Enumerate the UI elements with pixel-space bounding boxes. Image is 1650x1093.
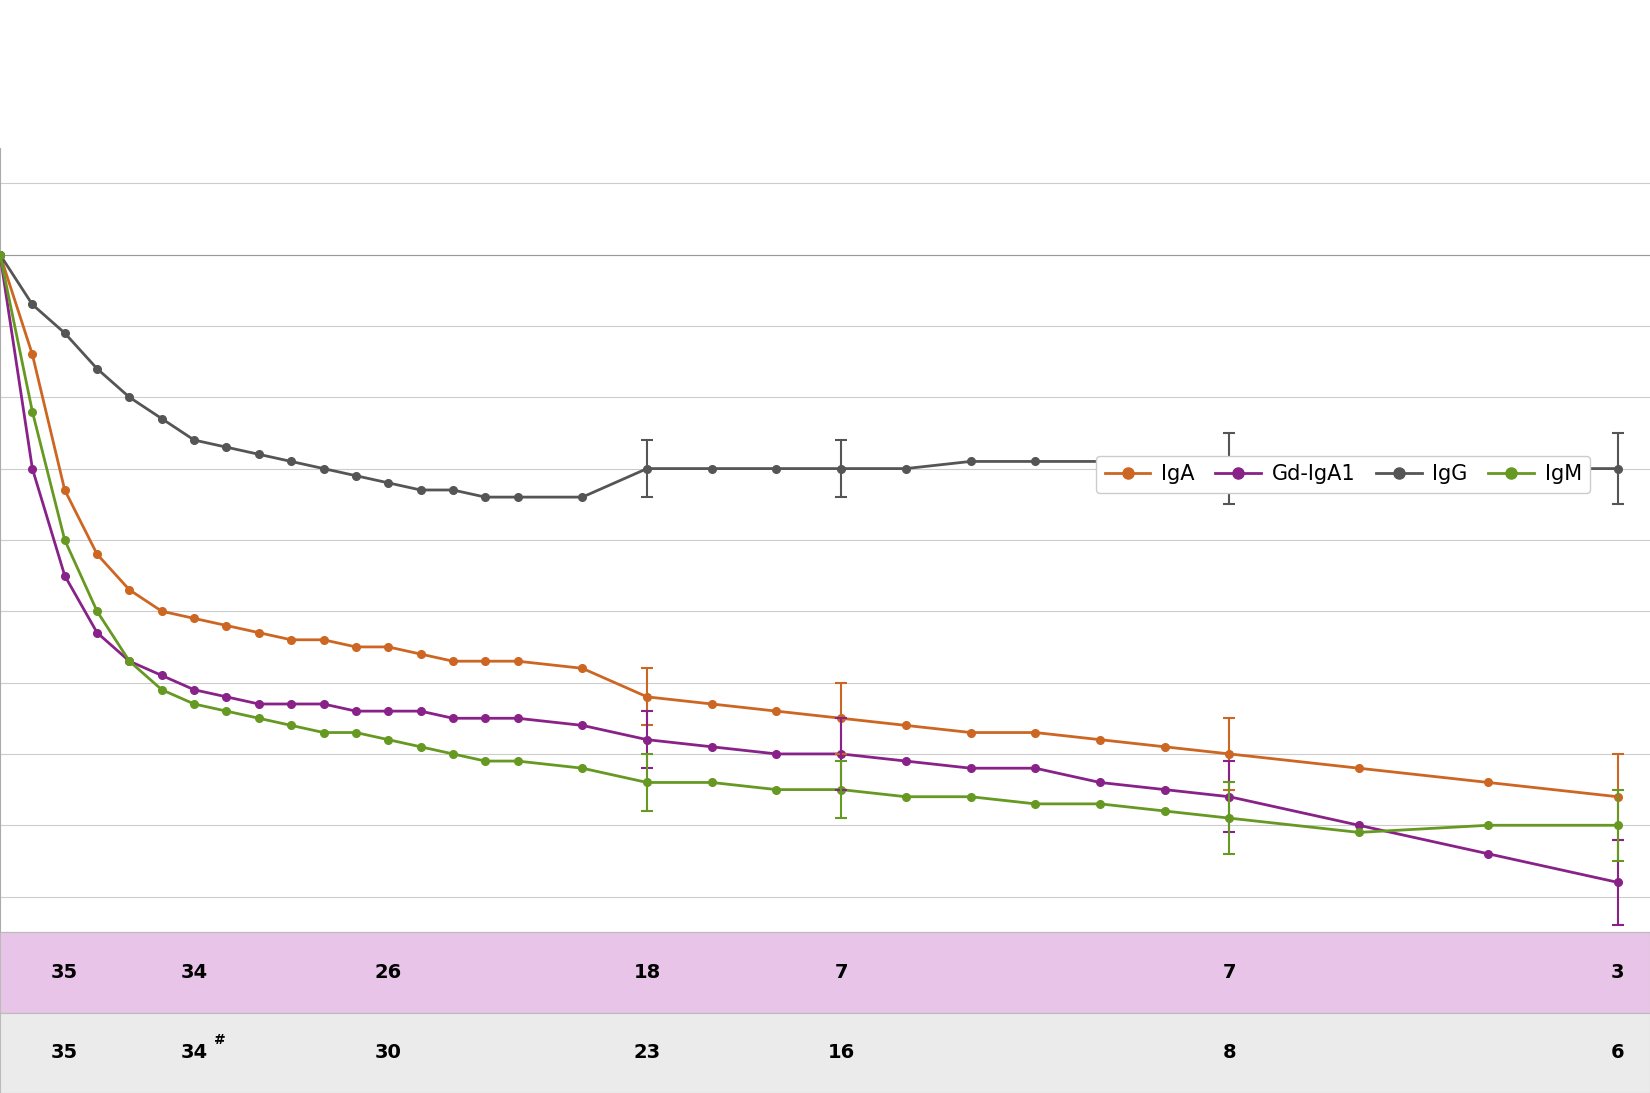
Text: #: # bbox=[214, 1033, 226, 1047]
Legend: IgA, Gd-IgA1, IgG, IgM: IgA, Gd-IgA1, IgG, IgM bbox=[1096, 456, 1591, 493]
Bar bbox=[0, 1012, 1650, 1093]
Text: Wk: Wk bbox=[0, 961, 25, 980]
Text: Immunoglobulins, Combined Cohorts: Immunoglobulins, Combined Cohorts bbox=[421, 36, 1229, 73]
Text: 26: 26 bbox=[375, 963, 403, 982]
Text: 18: 18 bbox=[634, 963, 660, 982]
Text: 8: 8 bbox=[1223, 1044, 1236, 1062]
Text: 16: 16 bbox=[828, 1044, 855, 1062]
Text: 34: 34 bbox=[180, 963, 208, 982]
Text: 30: 30 bbox=[375, 1044, 401, 1062]
Text: 23: 23 bbox=[634, 1044, 660, 1062]
Text: % Change from baseline (Mean ± SE): % Change from baseline (Mean ± SE) bbox=[549, 108, 1101, 134]
Text: 7: 7 bbox=[1223, 963, 1236, 982]
Text: 6: 6 bbox=[1610, 1044, 1625, 1062]
Text: 3: 3 bbox=[1610, 963, 1624, 982]
Text: 7: 7 bbox=[835, 963, 848, 982]
Text: 35: 35 bbox=[51, 1044, 78, 1062]
Text: 34: 34 bbox=[180, 1044, 208, 1062]
Bar bbox=[0, 932, 1650, 1012]
Text: 35: 35 bbox=[51, 963, 78, 982]
